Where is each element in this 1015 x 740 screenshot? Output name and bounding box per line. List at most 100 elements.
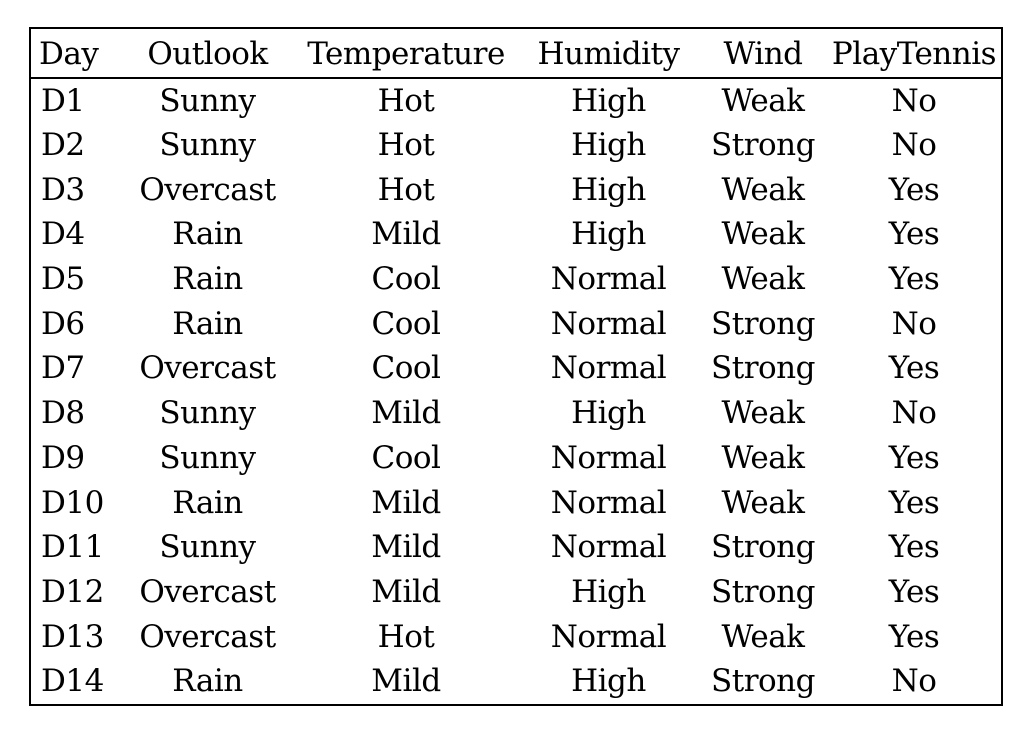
cell-humidity: High [571, 171, 646, 208]
cell-humidity: High [571, 573, 646, 610]
cell-temperature: Hot [377, 127, 435, 164]
cell-day: D5 [41, 261, 85, 298]
cell-playtennis: No [891, 127, 937, 164]
table-row: D5 Rain Cool Normal Weak Yes [31, 257, 1001, 302]
cell-humidity: Normal [550, 439, 667, 476]
column-header-humidity: Humidity [518, 29, 699, 79]
cell-wind: Weak [721, 171, 805, 208]
cell-temperature: Hot [377, 82, 435, 119]
cell-outlook: Rain [172, 305, 243, 342]
cell-outlook: Overcast [139, 618, 276, 655]
cell-playtennis: Yes [888, 439, 940, 476]
cell-wind: Strong [711, 305, 816, 342]
cell-humidity: Normal [550, 484, 667, 521]
cell-humidity: Normal [550, 350, 667, 387]
cell-playtennis: No [891, 663, 937, 700]
cell-temperature: Cool [371, 350, 441, 387]
table-row: D14 Rain Mild High Strong No [31, 659, 1001, 704]
data-table: Day Outlook Temperature Humidity Wind Pl… [31, 29, 1001, 704]
table-row: D4 Rain Mild High Weak Yes [31, 212, 1001, 257]
cell-humidity: Normal [550, 305, 667, 342]
cell-day: D11 [41, 529, 104, 566]
data-table-frame: Day Outlook Temperature Humidity Wind Pl… [29, 27, 1003, 706]
cell-playtennis: Yes [888, 618, 940, 655]
cell-playtennis: Yes [888, 350, 940, 387]
cell-humidity: Normal [550, 529, 667, 566]
cell-temperature: Mild [371, 395, 441, 432]
cell-outlook: Sunny [159, 529, 256, 566]
cell-outlook: Sunny [159, 439, 256, 476]
cell-wind: Strong [711, 529, 816, 566]
cell-playtennis: Yes [888, 529, 940, 566]
cell-humidity: Normal [550, 618, 667, 655]
cell-outlook: Overcast [139, 350, 276, 387]
table-row: D2 Sunny Hot High Strong No [31, 123, 1001, 168]
cell-day: D7 [41, 350, 85, 387]
cell-wind: Strong [711, 573, 816, 610]
column-header-temperature: Temperature [294, 29, 518, 79]
cell-outlook: Rain [172, 261, 243, 298]
cell-humidity: High [571, 216, 646, 253]
cell-playtennis: Yes [888, 573, 940, 610]
table-row: D9 Sunny Cool Normal Weak Yes [31, 436, 1001, 481]
cell-wind: Weak [721, 484, 805, 521]
cell-temperature: Mild [371, 216, 441, 253]
table-row: D13 Overcast Hot Normal Weak Yes [31, 614, 1001, 659]
column-header-playtennis: PlayTennis [827, 29, 1001, 79]
cell-playtennis: No [891, 395, 937, 432]
cell-wind: Weak [721, 618, 805, 655]
table-row: D8 Sunny Mild High Weak No [31, 391, 1001, 436]
cell-day: D12 [41, 573, 104, 610]
cell-day: D4 [41, 216, 85, 253]
cell-outlook: Overcast [139, 573, 276, 610]
cell-temperature: Mild [371, 484, 441, 521]
cell-day: D10 [41, 484, 104, 521]
cell-temperature: Cool [371, 261, 441, 298]
cell-wind: Strong [711, 663, 816, 700]
cell-day: D1 [41, 82, 85, 119]
table-row: D3 Overcast Hot High Weak Yes [31, 167, 1001, 212]
cell-temperature: Cool [371, 305, 441, 342]
cell-temperature: Mild [371, 663, 441, 700]
table-row: D7 Overcast Cool Normal Strong Yes [31, 346, 1001, 391]
cell-day: D2 [41, 127, 85, 164]
cell-temperature: Hot [377, 618, 435, 655]
cell-wind: Weak [721, 82, 805, 119]
cell-day: D3 [41, 171, 85, 208]
column-header-wind: Wind [699, 29, 827, 79]
cell-day: D13 [41, 618, 104, 655]
cell-wind: Strong [711, 127, 816, 164]
cell-outlook: Rain [172, 663, 243, 700]
table-row: D6 Rain Cool Normal Strong No [31, 301, 1001, 346]
cell-day: D9 [41, 439, 85, 476]
cell-humidity: High [571, 663, 646, 700]
column-header-day: Day [31, 29, 121, 79]
cell-outlook: Rain [172, 484, 243, 521]
cell-humidity: High [571, 82, 646, 119]
cell-humidity: Normal [550, 261, 667, 298]
cell-playtennis: Yes [888, 261, 940, 298]
cell-playtennis: No [891, 305, 937, 342]
cell-playtennis: Yes [888, 484, 940, 521]
table-row: D11 Sunny Mild Normal Strong Yes [31, 525, 1001, 570]
table-row: D10 Rain Mild Normal Weak Yes [31, 480, 1001, 525]
cell-temperature: Mild [371, 529, 441, 566]
table-row: D12 Overcast Mild High Strong Yes [31, 570, 1001, 615]
cell-playtennis: Yes [888, 216, 940, 253]
cell-playtennis: No [891, 82, 937, 119]
table-row: D1 Sunny Hot High Weak No [31, 78, 1001, 123]
cell-outlook: Sunny [159, 395, 256, 432]
column-header-outlook: Outlook [121, 29, 294, 79]
table-header-row: Day Outlook Temperature Humidity Wind Pl… [31, 29, 1001, 79]
cell-wind: Strong [711, 350, 816, 387]
cell-day: D14 [41, 663, 104, 700]
cell-day: D6 [41, 305, 85, 342]
cell-humidity: High [571, 127, 646, 164]
cell-outlook: Sunny [159, 82, 256, 119]
cell-outlook: Overcast [139, 171, 276, 208]
cell-outlook: Rain [172, 216, 243, 253]
table-body: D1 Sunny Hot High Weak No D2 Sunny Hot High Strong… [31, 78, 1001, 704]
cell-wind: Weak [721, 395, 805, 432]
cell-wind: Weak [721, 216, 805, 253]
cell-temperature: Mild [371, 573, 441, 610]
